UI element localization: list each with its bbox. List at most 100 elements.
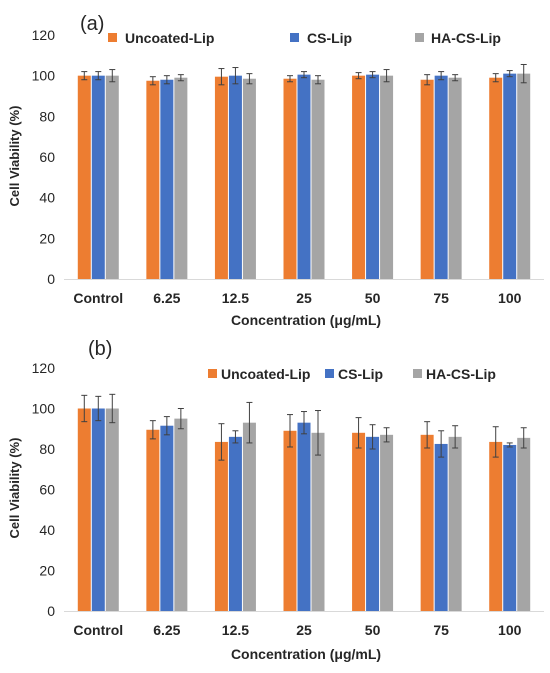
bar-cs [91,75,105,280]
bar-hacs [105,75,119,280]
bar-uncoated [146,80,160,279]
bar-hacs [311,432,325,611]
y-tick-label: 40 [39,190,55,206]
chart-panel-b: (b) Uncoated-Lip CS-Lip HA-CS-Lip 0 20 40 6… [7,338,544,662]
x-axis-label: Concentration (μg/mL) [231,312,381,328]
y-axis-ticks: 0 20 40 60 80 100 120 [32,360,56,619]
bar-cs [160,79,174,279]
legend-swatch-hacs [415,33,424,42]
legend: Uncoated-Lip CS-Lip HA-CS-Lip [208,366,496,382]
chart-panel-a: (a) Uncoated-Lip CS-Lip HA-CS-Lip 0 20 40 6… [7,13,544,328]
bars [77,393,531,611]
bar-cs [297,74,311,280]
bar-cs [434,443,448,611]
x-tick-label: 12.5 [222,290,249,306]
bar-cs [366,436,380,611]
legend-swatch-hacs [413,369,422,378]
bar-uncoated [420,79,434,279]
bar-cs [228,436,242,611]
x-tick-label: 100 [498,290,522,306]
y-tick-label: 60 [39,149,55,165]
x-tick-label: Control [73,290,123,306]
bar-uncoated [489,77,503,279]
y-axis-ticks: 0 20 40 60 80 100 120 [32,27,56,287]
panel-label: (a) [80,13,104,35]
bar-hacs [311,79,325,279]
bar-hacs [380,75,394,280]
x-axis-ticks: Control 6.25 12.5 25 50 75 100 [73,622,521,638]
y-tick-label: 120 [32,360,56,376]
x-tick-label: 50 [365,622,381,638]
y-axis-label: Cell Viability (%) [7,438,22,539]
y-axis-label: Cell Viability (%) [7,106,22,207]
x-tick-label: 6.25 [153,290,180,306]
x-tick-label: 25 [296,290,312,306]
x-tick-label: 6.25 [153,622,180,638]
legend: Uncoated-Lip CS-Lip HA-CS-Lip [108,30,501,46]
x-tick-label: 25 [296,622,312,638]
y-tick-label: 80 [39,108,55,124]
y-tick-label: 80 [39,441,55,457]
y-tick-label: 60 [39,482,55,498]
legend-label-cs: CS-Lip [338,366,383,382]
legend-label-hacs: HA-CS-Lip [431,30,501,46]
y-tick-label: 120 [32,27,56,43]
bar-uncoated [489,441,503,611]
legend-label-cs: CS-Lip [307,30,352,46]
bar-uncoated [214,441,228,611]
bar-cs [160,425,174,611]
bar-uncoated [283,430,297,611]
bar-hacs [380,434,394,611]
bar-hacs [448,436,462,611]
y-tick-label: 100 [32,401,56,417]
y-tick-label: 20 [39,230,55,246]
bar-cs [366,74,380,280]
legend-swatch-uncoated [108,33,117,42]
y-tick-label: 0 [47,603,55,619]
bar-hacs [105,408,119,611]
bar-uncoated [352,432,366,611]
bar-hacs [174,418,188,611]
bar-cs [297,422,311,611]
bar-uncoated [146,429,160,611]
legend-label-uncoated: Uncoated-Lip [221,366,310,382]
legend-label-hacs: HA-CS-Lip [426,366,496,382]
bar-hacs [174,77,188,279]
y-tick-label: 40 [39,522,55,538]
legend-swatch-cs [325,369,334,378]
bar-cs [91,408,105,611]
y-tick-label: 20 [39,563,55,579]
legend-label-uncoated: Uncoated-Lip [125,30,214,46]
bar-uncoated [214,76,228,279]
bar-uncoated [77,408,91,611]
bar-hacs [242,422,256,611]
x-axis-ticks: Control 6.25 12.5 25 50 75 100 [73,290,521,306]
bar-cs [228,75,242,280]
bar-uncoated [352,75,366,280]
x-tick-label: 12.5 [222,622,249,638]
bar-uncoated [283,78,297,279]
bar-cs [503,73,517,279]
bar-cs [503,444,517,611]
x-tick-label: 100 [498,622,522,638]
panel-label: (b) [88,338,112,360]
bar-cs [434,75,448,280]
x-tick-label: 75 [433,622,449,638]
y-tick-label: 0 [47,271,55,287]
bar-hacs [242,78,256,279]
x-tick-label: Control [73,622,123,638]
x-axis-label: Concentration (μg/mL) [231,646,381,662]
bars [77,63,531,280]
bar-uncoated [77,75,91,280]
bar-hacs [517,73,531,279]
bar-hacs [517,437,531,611]
x-tick-label: 50 [365,290,381,306]
x-tick-label: 75 [433,290,449,306]
y-tick-label: 100 [32,68,56,84]
bar-uncoated [420,434,434,611]
legend-swatch-uncoated [208,369,217,378]
bar-hacs [448,77,462,279]
legend-swatch-cs [290,33,299,42]
